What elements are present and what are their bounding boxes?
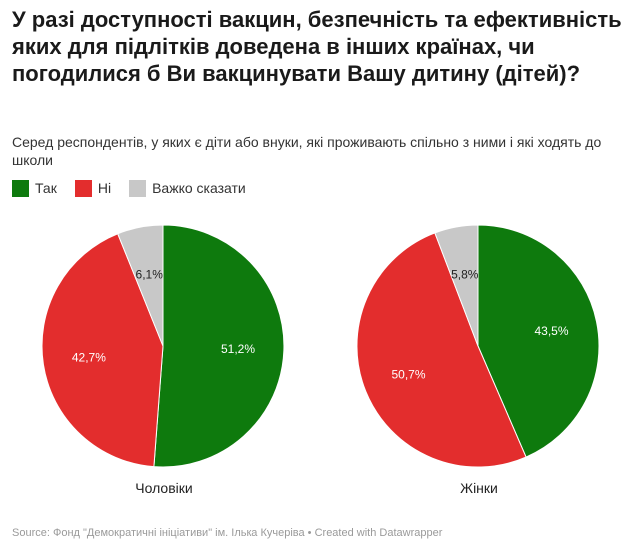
- pie-title-women: Жінки: [460, 480, 498, 496]
- source-note: Source: Фонд "Демократичні ініціативи" і…: [12, 527, 443, 539]
- pie-0-label-no: 42,7%: [72, 351, 106, 365]
- legend-item-hard-to-say: Важко сказати: [129, 179, 246, 197]
- pie-1-slice-hard-to-say: [434, 224, 479, 347]
- legend: Так Ні Важко сказати: [12, 179, 246, 197]
- pie-1-slice-no: [356, 232, 527, 468]
- pie-1-label-hard-to-say: 5,8%: [451, 268, 479, 282]
- legend-swatch-no: [74, 179, 92, 197]
- chart-title: У разі доступності вакцин, безпечність т…: [12, 7, 622, 86]
- legend-label-hard-to-say: Важко сказати: [152, 180, 246, 196]
- legend-label-no: Ні: [97, 180, 112, 196]
- pie-1-label-yes: 43,5%: [534, 324, 568, 338]
- pie-0-slice-no: [41, 233, 164, 468]
- legend-item-yes: Так: [12, 179, 57, 197]
- legend-label-yes: Так: [35, 180, 57, 196]
- pie-0-label-yes: 51,2%: [221, 342, 255, 356]
- legend-swatch-hard-to-say: [129, 179, 147, 197]
- pie-0-slice-yes: [153, 224, 285, 468]
- pie-1-slice-yes: [477, 224, 600, 458]
- chart-subtitle: Серед респондентів, у яких є діти або вн…: [12, 134, 602, 168]
- pie-0-label-hard-to-say: 6,1%: [136, 268, 164, 282]
- pie-0-slice-hard-to-say: [117, 224, 164, 347]
- pie-title-men: Чоловіки: [135, 480, 193, 496]
- pie-1-label-no: 50,7%: [391, 367, 425, 381]
- legend-item-no: Ні: [74, 179, 112, 197]
- legend-swatch-yes: [12, 179, 29, 197]
- pie-charts: 51,2% 42,7% 6,1% 43,5% 50,7% 5,8%: [41, 224, 600, 468]
